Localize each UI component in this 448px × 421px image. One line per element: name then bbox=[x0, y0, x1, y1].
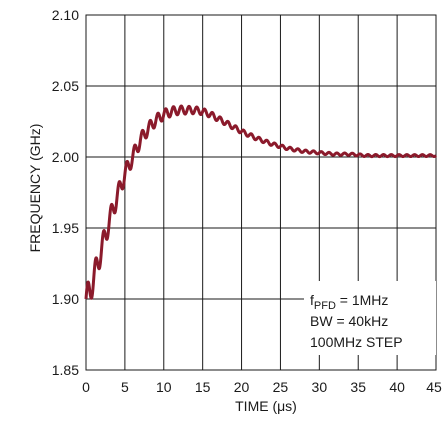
annotation-f: f bbox=[310, 292, 314, 308]
annotation-line-2: BW = 40kHz bbox=[310, 313, 388, 329]
x-tick-label: 40 bbox=[389, 379, 405, 395]
plot-area bbox=[84, 104, 438, 300]
x-axis-label: TIME (μs) bbox=[235, 398, 297, 414]
frequency-series-line bbox=[84, 104, 438, 300]
x-tick-label: 5 bbox=[121, 379, 129, 395]
y-tick-label: 1.95 bbox=[52, 220, 79, 236]
annotation-line-3: 100MHz STEP bbox=[310, 334, 403, 350]
x-tick-label: 15 bbox=[195, 379, 211, 395]
y-tick-labels: 1.85 1.90 1.95 2.00 2.05 2.10 bbox=[52, 7, 79, 378]
plot-frame bbox=[85, 14, 437, 371]
annotation-pfd-subscript: PFD bbox=[314, 300, 336, 312]
x-tick-label: 30 bbox=[312, 379, 328, 395]
y-tick-label: 1.85 bbox=[52, 362, 79, 378]
y-tick-label: 1.90 bbox=[52, 291, 79, 307]
annotation-box: fPFD = 1MHz BW = 40kHz 100MHz STEP bbox=[304, 281, 436, 355]
x-tick-label: 20 bbox=[234, 379, 250, 395]
annotation-pfd-value: = 1MHz bbox=[336, 292, 389, 308]
annotation-line-1: fPFD = 1MHz bbox=[310, 292, 388, 312]
x-tick-labels: 0 5 10 15 20 25 30 35 40 45 bbox=[82, 379, 442, 395]
x-tick-label: 35 bbox=[350, 379, 366, 395]
x-tick-label: 10 bbox=[156, 379, 172, 395]
y-tick-label: 2.05 bbox=[52, 78, 79, 94]
y-tick-label: 2.10 bbox=[52, 7, 79, 23]
y-tick-label: 2.00 bbox=[52, 149, 79, 165]
x-tick-label: 25 bbox=[273, 379, 289, 395]
y-axis-label: FREQUENCY (GHz) bbox=[27, 124, 43, 253]
x-tick-label: 0 bbox=[82, 379, 90, 395]
x-tick-label: 45 bbox=[426, 379, 442, 395]
